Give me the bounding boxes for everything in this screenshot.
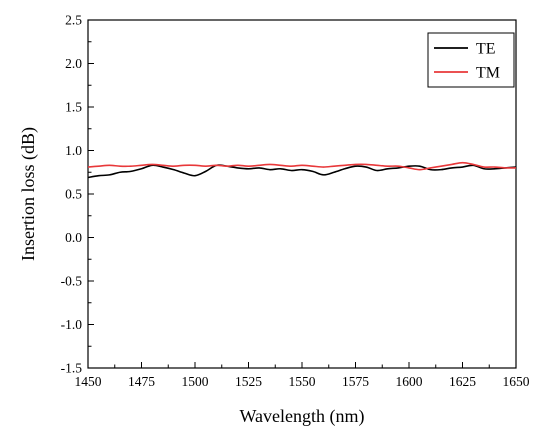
- x-axis-title: Wavelength (nm): [239, 406, 364, 427]
- legend-label-te: TE: [476, 41, 496, 58]
- x-tick-label: 1625: [449, 374, 476, 389]
- y-axis-title: Insertion loss (dB): [18, 127, 39, 261]
- y-tick-label: 0.5: [65, 187, 82, 202]
- y-tick-label: 1.5: [65, 100, 82, 115]
- series-line-te: [87, 164, 517, 179]
- x-tick-label: 1525: [235, 374, 262, 389]
- x-tick-label: 1600: [396, 374, 423, 389]
- x-tick-label: 1450: [75, 374, 102, 389]
- legend-label-tm: TM: [476, 65, 500, 82]
- x-tick-label: 1500: [182, 374, 209, 389]
- y-tick-label: -1.0: [61, 317, 83, 332]
- series-line-tm: [87, 161, 517, 171]
- x-tick-label: 1650: [503, 374, 530, 389]
- y-tick-label: 0.0: [65, 230, 82, 245]
- y-tick-label: 1.0: [65, 143, 82, 158]
- x-tick-label: 1550: [289, 374, 316, 389]
- y-tick-label: -1.5: [61, 361, 83, 376]
- x-tick-label: 1575: [342, 374, 369, 389]
- legend-box: [427, 32, 515, 88]
- x-tick-label: 1475: [128, 374, 155, 389]
- y-tick-label: 2.0: [65, 56, 82, 71]
- y-tick-label: 2.5: [65, 13, 82, 28]
- y-tick-label: -0.5: [61, 274, 83, 289]
